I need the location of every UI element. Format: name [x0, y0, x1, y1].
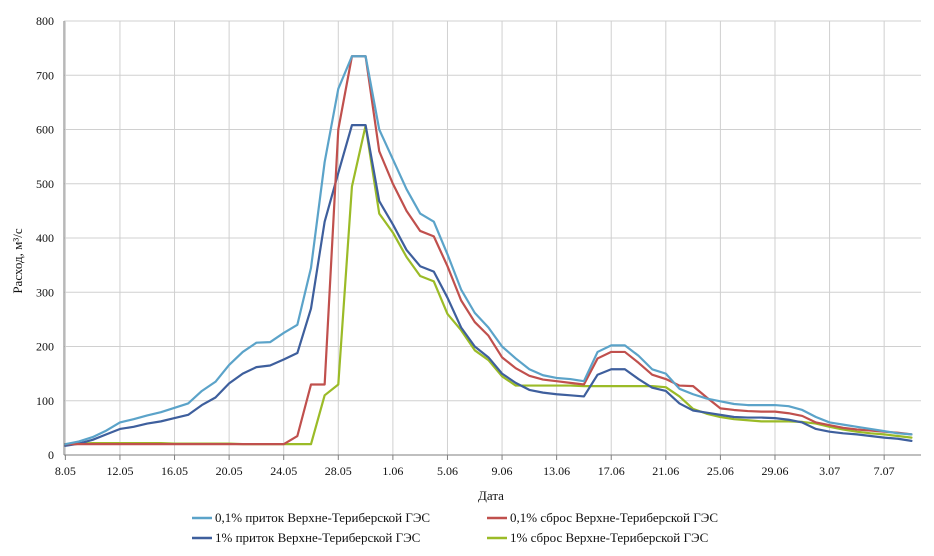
y-axis-title: Расход, м³/с — [10, 228, 25, 294]
x-tick-label: 25.06 — [707, 464, 734, 478]
series-line-1 — [64, 55, 913, 446]
x-tick-label: 16.05 — [161, 464, 188, 478]
x-tick-label: 13.06 — [543, 464, 570, 478]
x-tick-label: 3.07 — [819, 464, 840, 478]
legend-label: 0,1% приток Верхне-Териберской ГЭС — [215, 510, 430, 525]
x-tick-label: 5.06 — [437, 464, 458, 478]
y-tick-labels: 0 100 200 300 400 500 600 700 800 — [36, 14, 54, 462]
y-tick-label: 500 — [36, 177, 54, 191]
legend: 0,1% приток Верхне-Териберской ГЭС 0,1% с… — [192, 510, 718, 545]
y-tick-label: 100 — [36, 394, 54, 408]
legend-label: 0,1% сброс Верхне-Териберской ГЭС — [510, 510, 718, 525]
y-tick-label: 800 — [36, 14, 54, 28]
x-tick-label: 12.05 — [106, 464, 133, 478]
x-axis-title: Дата — [478, 488, 504, 503]
y-tick-label: 200 — [36, 340, 54, 354]
x-tick-label: 9.06 — [492, 464, 513, 478]
series-lines — [64, 55, 913, 447]
x-tick-label: 24.05 — [270, 464, 297, 478]
x-tick-label: 29.06 — [761, 464, 788, 478]
y-tick-label: 700 — [36, 68, 54, 82]
x-tick-label: 8.05 — [55, 464, 76, 478]
legend-label: 1% сброс Верхне-Териберской ГЭС — [510, 530, 708, 545]
x-tick-labels: 8.05 12.05 16.05 20.05 24.05 28.05 1.06 5.06 9.0… — [55, 464, 895, 478]
x-tick-label: 21.06 — [652, 464, 679, 478]
y-tick-label: 300 — [36, 285, 54, 299]
y-tick-label: 0 — [48, 448, 54, 462]
legend-label: 1% приток Верхне-Териберской ГЭС — [215, 530, 420, 545]
y-tick-label: 600 — [36, 123, 54, 137]
x-tick-label: 1.06 — [382, 464, 403, 478]
x-tick-label: 28.05 — [325, 464, 352, 478]
grid-lines — [64, 20, 921, 460]
x-tick-label: 7.07 — [874, 464, 895, 478]
x-tick-label: 17.06 — [598, 464, 625, 478]
y-tick-label: 400 — [36, 231, 54, 245]
series-line-2 — [64, 55, 913, 446]
x-tick-label: 20.05 — [216, 464, 243, 478]
series-line-3 — [64, 124, 913, 447]
